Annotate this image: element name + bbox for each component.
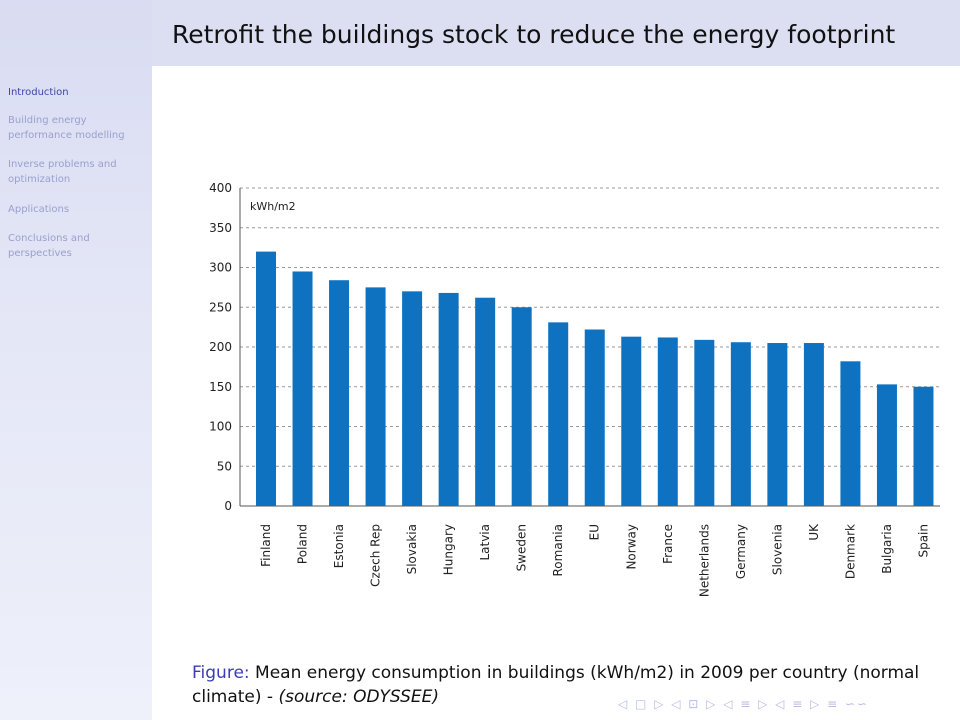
x-tick-label: Germany [734, 524, 748, 579]
x-tick-label: UK [807, 523, 821, 541]
caption-source: (source: ODYSSEE) [278, 687, 440, 707]
y-tick-label: 200 [209, 340, 232, 354]
figure-label: Figure: [192, 663, 250, 683]
y-tick-label: 150 [209, 380, 232, 394]
sidebar-item-introduction[interactable]: Introduction [8, 87, 69, 98]
x-tick-label: Denmark [843, 524, 857, 579]
x-tick-label: Spain [916, 524, 930, 558]
y-tick-label: 300 [209, 261, 232, 275]
x-tick-label: Norway [624, 524, 638, 570]
bar [548, 322, 569, 506]
x-tick-label: France [661, 524, 675, 564]
bar [730, 342, 751, 506]
x-tick-label: Romania [551, 524, 565, 576]
x-tick-label: Finland [259, 524, 273, 567]
x-tick-label: Latvia [478, 524, 492, 561]
sidebar-item-conclusions[interactable]: Conclusions and perspectives [8, 233, 90, 259]
slide-header: Retrofit the buildings stock to reduce t… [152, 0, 960, 66]
bar [511, 307, 532, 506]
y-tick-label: 400 [209, 181, 232, 195]
bar [584, 329, 605, 506]
sidebar-item-applications[interactable]: Applications [8, 204, 70, 215]
x-tick-label: Slovakia [405, 524, 419, 574]
bar [657, 337, 678, 506]
bar [913, 386, 934, 506]
y-tick-label: 250 [209, 300, 232, 314]
bar [803, 343, 824, 506]
bar [621, 336, 642, 506]
sidebar-item-inverse-problems[interactable]: Inverse problems and optimization [8, 159, 117, 185]
x-tick-label: EU [588, 524, 602, 540]
x-tick-label: Slovenia [770, 524, 784, 575]
bar [365, 287, 386, 506]
unit-label: kWh/m2 [250, 200, 296, 213]
y-tick-label: 350 [209, 221, 232, 235]
caption-text: Mean energy consumption in buildings (kW… [192, 663, 920, 707]
bar [876, 384, 897, 506]
slide-title: Retrofit the buildings stock to reduce t… [172, 20, 896, 49]
x-tick-label: Bulgaria [880, 524, 894, 574]
x-tick-label: Czech Rep [369, 524, 383, 587]
x-tick-label: Hungary [442, 524, 456, 575]
bar [402, 291, 423, 506]
x-tick-label: Netherlands [697, 524, 711, 597]
bar [438, 292, 459, 506]
y-tick-label: 50 [217, 459, 232, 473]
x-tick-label: Poland [296, 524, 310, 564]
sidebar-item-building-energy-modelling[interactable]: Building energy performance modelling [8, 115, 125, 141]
bar [329, 280, 350, 506]
bar [475, 297, 496, 506]
bar [694, 339, 715, 506]
bar [840, 361, 861, 506]
x-tick-label: Sweden [515, 524, 529, 571]
bar [292, 271, 313, 506]
bar [767, 343, 788, 506]
bar [256, 251, 276, 506]
y-tick-label: 0 [224, 499, 232, 513]
x-tick-label: Estonia [332, 524, 346, 568]
y-tick-label: 100 [209, 420, 232, 434]
beamer-navigation-icons[interactable]: ◁ □ ▷ ◁ ⊡ ▷ ◁ ≡ ▷ ◁ ≡ ▷ ≡ ∽∽ [618, 697, 870, 711]
sidebar: Introduction Building energy performance… [0, 0, 152, 720]
figure-caption: Figure: Mean energy consumption in build… [192, 661, 952, 709]
